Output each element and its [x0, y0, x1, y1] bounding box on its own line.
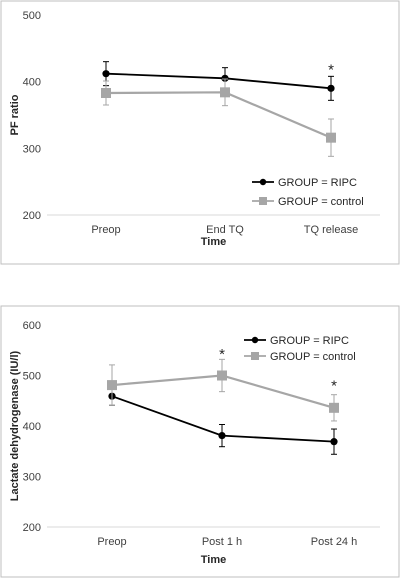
- y-tick-label: 200: [23, 210, 41, 222]
- data-point: [220, 87, 230, 98]
- pf-ratio-chart-svg: 200 300 400 500 Preop End TQ TQ release Time PF …: [0, 0, 400, 265]
- data-point: [327, 84, 335, 92]
- ldh-chart: 200 300 400 500 600 Preop Post 1 h Post 24 h Tim…: [0, 305, 401, 578]
- y-tick-label: 400: [23, 77, 41, 89]
- data-point: [101, 88, 111, 98]
- chart-frame: [0, 305, 400, 578]
- y-axis-title: Lactate dehydrogenase (IU/l): [9, 350, 21, 501]
- y-tick-label: 300: [23, 472, 41, 484]
- y-tick-label: 500: [23, 10, 41, 22]
- x-axis-title: Time: [201, 554, 226, 566]
- y-axis-title: PF ratio: [9, 94, 21, 135]
- legend-label: GROUP = control: [270, 351, 356, 363]
- series-line-0: [105, 72, 332, 90]
- legend-label: GROUP = RIPC: [270, 335, 349, 347]
- data-point: [221, 74, 229, 82]
- significance-star: *: [328, 61, 334, 78]
- data-point: [329, 402, 339, 413]
- data-point: [326, 132, 336, 143]
- x-tick-label: Post 1 h: [202, 536, 242, 548]
- y-tick-label: 300: [23, 143, 41, 155]
- ldh-chart-svg: 200 300 400 500 600 Preop Post 1 h Post 24 h Tim…: [0, 305, 400, 578]
- data-point: [102, 70, 110, 78]
- y-tick-label: 200: [23, 522, 41, 534]
- legend-label: GROUP = RIPC: [278, 177, 357, 189]
- data-point: [330, 438, 338, 446]
- series-line-1: [105, 91, 332, 139]
- legend-label: GROUP = control: [278, 196, 364, 208]
- data-point: [107, 380, 117, 391]
- data-point: [217, 370, 227, 381]
- x-tick-label: Preop: [91, 224, 120, 236]
- legend-marker: [259, 197, 267, 205]
- x-tick-label: Post 24 h: [311, 536, 357, 548]
- x-tick-label: Preop: [97, 536, 126, 548]
- x-tick-label: TQ release: [304, 224, 358, 236]
- significance-star: *: [331, 378, 337, 395]
- chart-frame: [0, 0, 400, 265]
- significance-star: *: [219, 346, 225, 363]
- legend-marker: [259, 178, 267, 186]
- x-tick-label: End TQ: [206, 224, 244, 236]
- data-point: [218, 431, 226, 440]
- legend-marker: [251, 336, 259, 344]
- x-axis-title: Time: [201, 236, 226, 248]
- legend-marker: [251, 352, 259, 360]
- y-tick-label: 500: [23, 371, 41, 383]
- pf-ratio-chart: 200 300 400 500 Preop End TQ TQ release Time PF …: [0, 0, 401, 265]
- y-tick-label: 400: [23, 421, 41, 433]
- y-tick-label: 600: [23, 320, 41, 332]
